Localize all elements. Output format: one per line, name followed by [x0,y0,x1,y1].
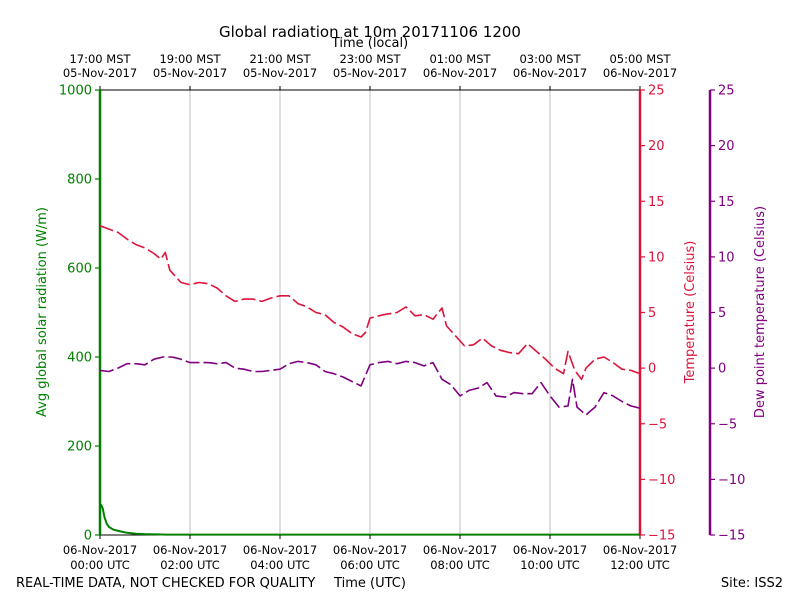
x-axis-label: Time (UTC) [333,576,406,591]
temperature-axis-tick-label: 10 [648,250,665,265]
dewpoint-axis-tick-label: 15 [718,195,735,210]
x-tick-label-time: 08:00 UTC [430,558,490,572]
x-tick-label-time: 02:00 UTC [160,558,220,572]
dewpoint-axis-tick-label: 0 [718,362,726,377]
temperature-axis-tick-label: 15 [648,195,665,210]
x-tick-label-time: 06:00 UTC [340,558,400,572]
top-tick-label-date: 05-Nov-2017 [153,66,227,80]
x-tick-label-date: 06-Nov-2017 [603,543,677,557]
top-tick-label-date: 05-Nov-2017 [333,66,407,80]
temperature-axis-tick-label: −15 [648,529,675,544]
dewpoint-axis-tick-label: 25 [718,84,735,99]
top-tick-label-time: 19:00 MST [159,52,221,66]
top-tick-label-time: 21:00 MST [249,52,311,66]
x-tick-label-date: 06-Nov-2017 [63,543,137,557]
dewpoint-axis-tick-label: 10 [718,250,735,265]
top-tick-label-date: 06-Nov-2017 [423,66,497,80]
dewpoint-axis-tick-label: −5 [718,417,737,432]
radiation-axis-tick-label: 600 [67,262,92,277]
top-tick-label-date: 06-Nov-2017 [513,66,587,80]
gridlines [189,90,551,535]
dewpoint-axis-tick-label: 20 [718,139,735,154]
footer-site-label: Site: ISS2 [721,576,783,591]
x-tick-label-time: 12:00 UTC [610,558,670,572]
dewpoint-series-line [99,356,641,416]
radiation-axis-tick-label: 0 [84,529,92,544]
radiation-axis-label: Avg global solar radiation (W/m) [35,207,50,417]
temperature-axis-label: Temperature (Celsius) [683,241,698,385]
top-tick-label-date: 05-Nov-2017 [243,66,317,80]
x-tick-label-time: 10:00 UTC [520,558,580,572]
x-tick-label-time: 04:00 UTC [250,558,310,572]
x-tick-label-date: 06-Nov-2017 [333,543,407,557]
x-tick-label-date: 06-Nov-2017 [423,543,497,557]
radiation-axis-tick-label: 800 [67,173,92,188]
temperature-axis-tick-label: 20 [648,139,665,154]
top-tick-label-time: 01:00 MST [429,52,491,66]
radiation-series-line [99,504,640,536]
temperature-axis-tick-label: 5 [648,306,656,321]
radiation-axis-tick-label: 1000 [59,84,92,99]
top-tick-label-date: 06-Nov-2017 [603,66,677,80]
top-tick-label-time: 03:00 MST [519,52,581,66]
temperature-axis-tick-label: −5 [648,417,667,432]
x-tick-label-date: 06-Nov-2017 [243,543,317,557]
footer-quality-note: REAL-TIME DATA, NOT CHECKED FOR QUALITY [16,576,315,591]
dewpoint-axis-label: Dew point temperature (Celsius) [753,206,768,418]
top-tick-label-time: 17:00 MST [69,52,131,66]
temperature-axis-tick-label: 0 [648,362,656,377]
top-tick-label-date: 05-Nov-2017 [63,66,137,80]
radiation-axis-tick-label: 200 [67,440,92,455]
dewpoint-axis-tick-label: −15 [718,529,745,544]
temperature-axis-tick-label: −10 [648,473,675,488]
radiation-axis-tick-label: 400 [67,351,92,366]
top-tick-label-time: 23:00 MST [339,52,401,66]
temperature-axis-tick-label: 25 [648,84,665,99]
temperature-series-line [99,224,641,381]
chart-title: Global radiation at 10m 20171106 1200 [219,23,521,41]
top-tick-label-time: 05:00 MST [609,52,671,66]
x-tick-label-time: 00:00 UTC [70,558,130,572]
x-tick-label-date: 06-Nov-2017 [513,543,587,557]
dewpoint-axis-tick-label: 5 [718,306,726,321]
x-tick-label-date: 06-Nov-2017 [153,543,227,557]
series-layer [99,224,641,536]
dewpoint-axis-tick-label: −10 [718,473,745,488]
top-axis-label: Time (local) [331,36,408,51]
